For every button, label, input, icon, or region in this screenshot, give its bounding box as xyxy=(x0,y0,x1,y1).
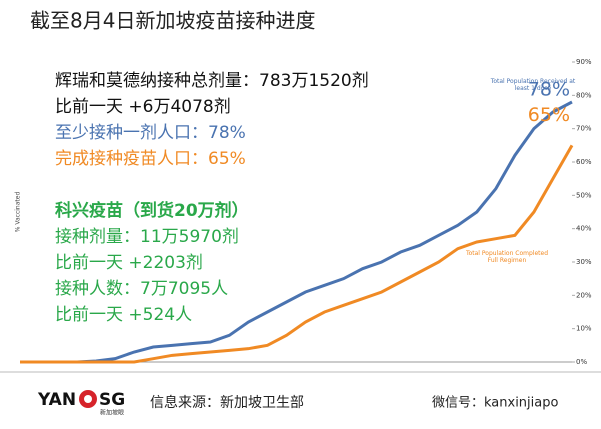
y-tick-label: 40% xyxy=(576,225,592,233)
chart-title: 截至8月4日新加坡疫苗接种进度 xyxy=(30,9,315,33)
annotation: 科兴疫苗（到货20万剂） xyxy=(55,201,249,221)
annotation: 完成接种疫苗人口：65% xyxy=(55,149,246,169)
source: 信息来源：新加坡卫生部 xyxy=(150,394,304,411)
annotation: 比前一天 +524人 xyxy=(55,305,193,325)
value-label: 65% xyxy=(528,104,570,126)
annotation: 接种人数：7万7095人 xyxy=(55,279,229,299)
annotation: 接种剂量：11万5970剂 xyxy=(55,227,239,247)
logo-right: SG xyxy=(99,390,125,410)
annotation: 辉瑞和莫德纳接种总剂量：783万1520剂 xyxy=(55,71,369,91)
annotation: 比前一天 +6万4078剂 xyxy=(55,97,231,117)
value-label: 78% xyxy=(528,79,570,101)
y-tick-label: 80% xyxy=(576,91,592,99)
y-tick-label: 0% xyxy=(576,358,587,366)
y-tick-label: 20% xyxy=(576,291,592,299)
y-tick-label: 90% xyxy=(576,58,592,66)
logo-sub: 新加坡眼 xyxy=(100,409,124,417)
y-axis-label: % Vaccinated xyxy=(15,192,22,233)
logo-icon-inner xyxy=(84,395,92,403)
annotation: 至少接种一剂人口：78% xyxy=(55,123,246,143)
series-line xyxy=(20,100,573,364)
logo-left: YAN xyxy=(37,390,76,410)
series-line xyxy=(20,144,574,364)
annotation: 比前一天 +2203剂 xyxy=(55,253,203,273)
wechat: 微信号：kanxinjiapo xyxy=(432,396,558,411)
y-tick-label: 70% xyxy=(576,125,592,133)
series-name: Total Population Completed Full Regimen xyxy=(465,250,549,264)
y-tick-label: 50% xyxy=(576,191,592,199)
y-tick-label: 10% xyxy=(576,325,592,333)
y-tick-label: 60% xyxy=(576,158,592,166)
series-name: Total Population Received at least 1 dos… xyxy=(490,78,576,92)
y-tick-label: 30% xyxy=(576,258,592,266)
